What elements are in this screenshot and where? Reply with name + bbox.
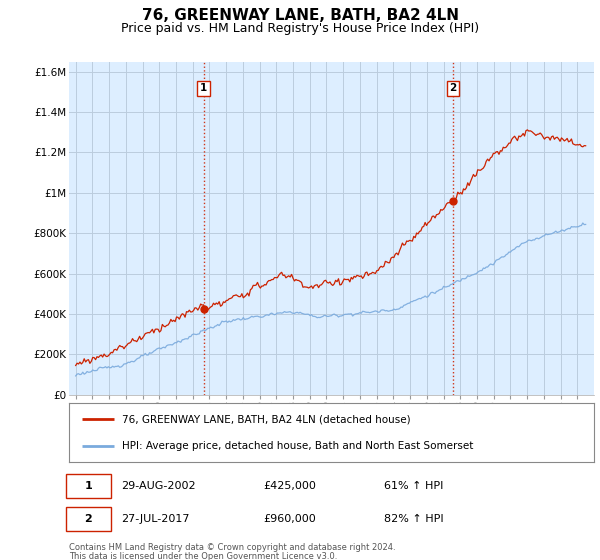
Text: 29-AUG-2002: 29-AUG-2002 — [121, 481, 196, 491]
FancyBboxPatch shape — [67, 474, 111, 498]
Text: Contains HM Land Registry data © Crown copyright and database right 2024.: Contains HM Land Registry data © Crown c… — [69, 543, 395, 552]
Text: HPI: Average price, detached house, Bath and North East Somerset: HPI: Average price, detached house, Bath… — [121, 441, 473, 451]
Text: 76, GREENWAY LANE, BATH, BA2 4LN (detached house): 76, GREENWAY LANE, BATH, BA2 4LN (detach… — [121, 414, 410, 424]
Text: 1: 1 — [200, 83, 207, 94]
Text: 27-JUL-2017: 27-JUL-2017 — [121, 514, 190, 524]
Text: 61% ↑ HPI: 61% ↑ HPI — [384, 481, 443, 491]
Text: 82% ↑ HPI: 82% ↑ HPI — [384, 514, 443, 524]
Text: This data is licensed under the Open Government Licence v3.0.: This data is licensed under the Open Gov… — [69, 552, 337, 560]
Text: 1: 1 — [85, 481, 92, 491]
Text: £425,000: £425,000 — [263, 481, 316, 491]
Text: £960,000: £960,000 — [263, 514, 316, 524]
FancyBboxPatch shape — [67, 507, 111, 531]
Text: 76, GREENWAY LANE, BATH, BA2 4LN: 76, GREENWAY LANE, BATH, BA2 4LN — [142, 8, 458, 24]
Text: Price paid vs. HM Land Registry's House Price Index (HPI): Price paid vs. HM Land Registry's House … — [121, 22, 479, 35]
Text: 2: 2 — [449, 83, 457, 94]
Text: 2: 2 — [85, 514, 92, 524]
